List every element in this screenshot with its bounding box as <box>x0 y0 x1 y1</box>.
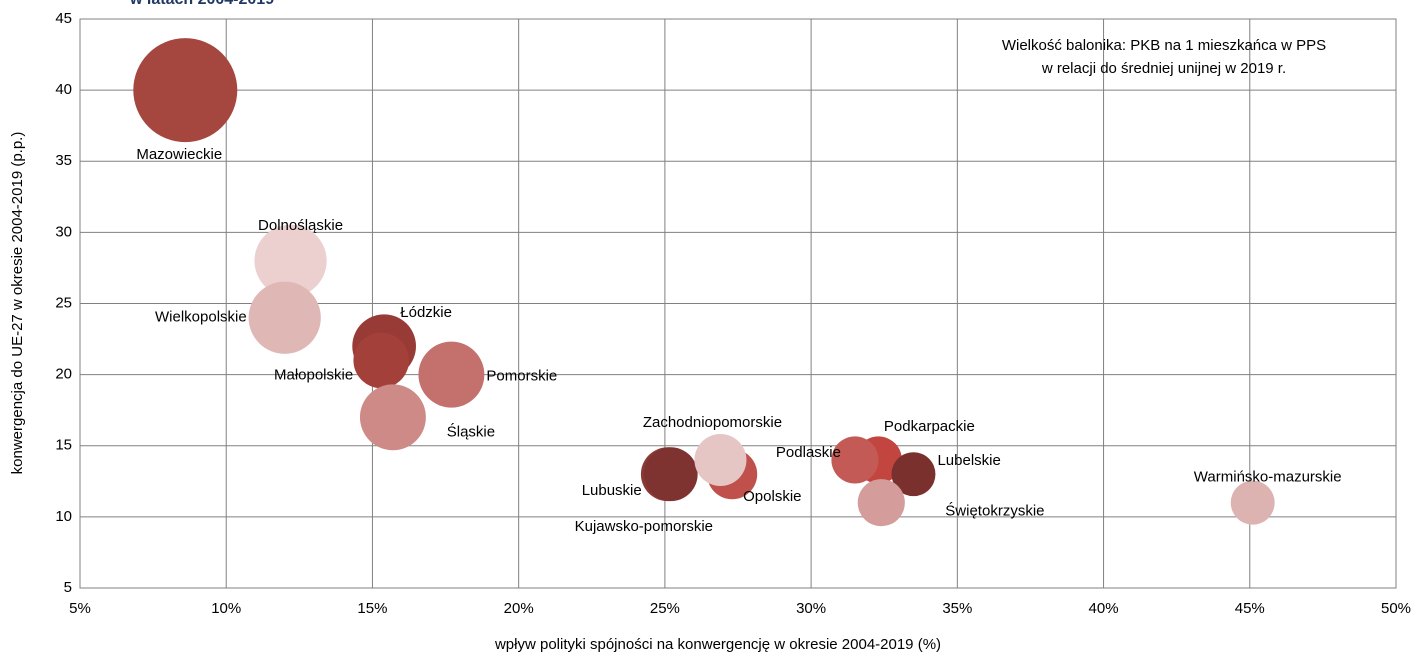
data-label: Kujawsko-pomorskie <box>575 518 713 535</box>
data-label: Śląskie <box>447 422 495 440</box>
annotation: Wielkość balonika: PKB na 1 mieszkańca w… <box>1002 37 1326 54</box>
x-axis-label: wpływ polityki spójności na konwergencję… <box>494 636 941 653</box>
annotation: w relacji do średniej unijnej w 2019 r. <box>1041 60 1286 77</box>
y-tick-label: 40 <box>55 81 72 98</box>
bubble <box>418 341 485 408</box>
data-label: Warmińsko-mazurskie <box>1194 469 1342 486</box>
x-tick-label: 25% <box>650 600 680 617</box>
bubble <box>857 479 905 527</box>
bubble <box>831 436 879 484</box>
x-tick-label: 40% <box>1089 600 1119 617</box>
y-tick-label: 5 <box>64 579 72 596</box>
x-tick-label: 45% <box>1235 600 1265 617</box>
data-label: Wielkopolskie <box>155 309 247 326</box>
bubble <box>254 224 327 297</box>
x-tick-label: 35% <box>942 600 972 617</box>
bubble <box>133 38 238 143</box>
y-axis-label: konwergencja do UE-27 w okresie 2004-201… <box>9 132 26 475</box>
bubble <box>694 433 747 486</box>
y-tick-label: 25 <box>55 294 72 311</box>
data-label: Małopolskie <box>274 366 353 383</box>
y-tick-label: 20 <box>55 366 72 383</box>
data-label: Pomorskie <box>486 368 557 385</box>
x-tick-label: 5% <box>69 600 91 617</box>
bubble <box>248 281 321 354</box>
x-tick-label: 20% <box>504 600 534 617</box>
chart-title: w latach 2004-2019 <box>129 0 274 8</box>
data-label: Podlaskie <box>776 444 841 461</box>
plot-border <box>79 18 1397 589</box>
y-tick-label: 30 <box>55 223 72 240</box>
bubble <box>1230 480 1275 525</box>
data-label: Mazowieckie <box>136 146 222 163</box>
data-label: Dolnośląskie <box>258 217 343 234</box>
y-tick-label: 35 <box>55 152 72 169</box>
data-label: Lubuskie <box>582 482 642 499</box>
data-label: Łódzkie <box>400 304 452 321</box>
y-tick-label: 45 <box>55 10 72 27</box>
x-tick-label: 10% <box>211 600 241 617</box>
bubble <box>353 332 410 389</box>
data-label: Opolskie <box>743 488 801 505</box>
data-label: Podkarpackie <box>884 418 975 435</box>
x-tick-label: 30% <box>796 600 826 617</box>
data-label: Świętokrzyskie <box>945 502 1044 520</box>
y-tick-label: 15 <box>55 437 72 454</box>
y-tick-label: 10 <box>55 508 72 525</box>
x-tick-label: 15% <box>357 600 387 617</box>
x-tick-label: 50% <box>1381 600 1411 617</box>
data-label: Zachodniopomorskie <box>643 414 782 431</box>
bubble <box>359 384 426 451</box>
bubble <box>891 452 936 497</box>
bubble <box>643 447 698 502</box>
data-label: Lubelskie <box>937 452 1000 469</box>
